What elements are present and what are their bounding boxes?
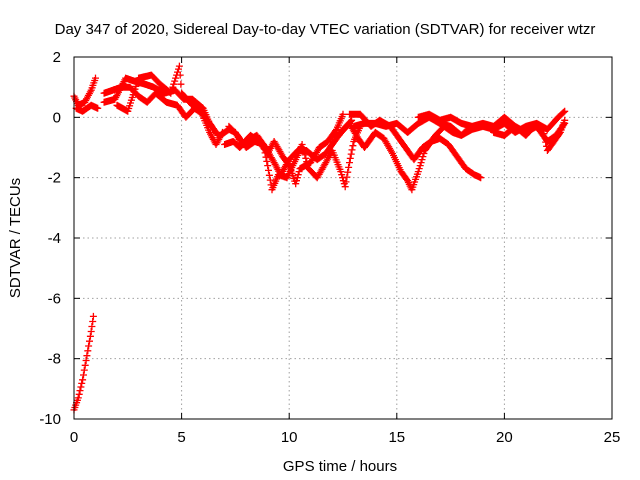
x-tick-label: 15 [388, 429, 405, 446]
x-tick-label: 20 [496, 429, 513, 446]
y-tick-label: -2 [48, 170, 61, 187]
y-tick-label: -8 [48, 351, 61, 368]
y-tick-label: -6 [48, 290, 61, 307]
y-tick-label: -10 [39, 411, 61, 428]
x-tick-label: 25 [604, 429, 621, 446]
y-tick-label: -4 [48, 230, 61, 247]
x-tick-label: 0 [70, 429, 78, 446]
y-tick-labels: -10 -8 -6 -4 -2 0 2 [39, 49, 61, 428]
x-tick-labels: 0 5 10 15 20 25 [70, 429, 621, 446]
chart-title: Day 347 of 2020, Sidereal Day-to-day VTE… [55, 21, 596, 38]
grid-lines [74, 57, 612, 419]
axis-ticks [73, 56, 613, 420]
y-axis-label: SDTVAR / TECUs [7, 178, 24, 298]
x-tick-label: 5 [177, 429, 185, 446]
y-tick-label: 2 [53, 49, 61, 66]
x-tick-label: 10 [281, 429, 298, 446]
y-tick-label: 0 [53, 109, 61, 126]
x-axis-label: GPS time / hours [283, 458, 397, 475]
